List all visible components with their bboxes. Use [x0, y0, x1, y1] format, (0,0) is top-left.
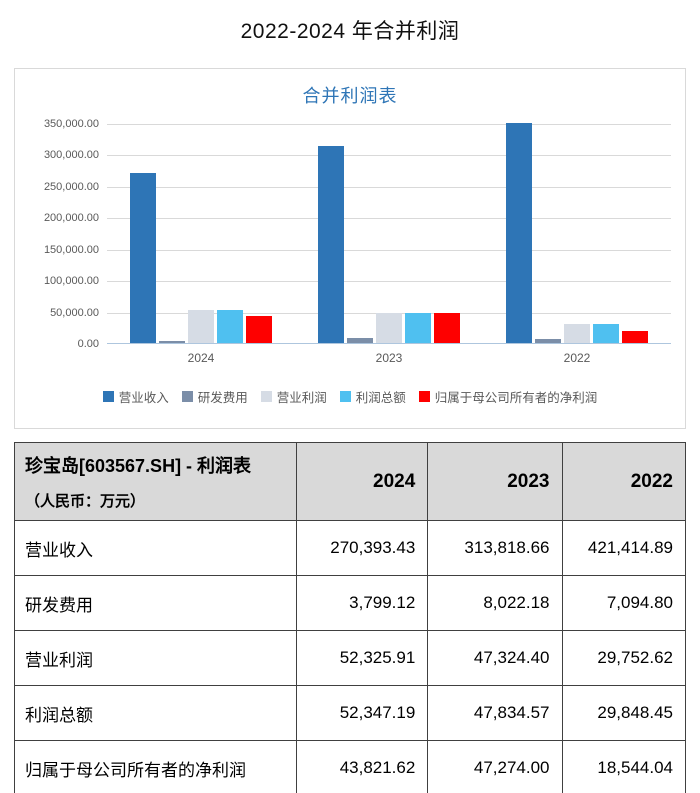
- row-value: 313,818.66: [427, 520, 563, 576]
- row-value: 7,094.80: [561, 575, 687, 631]
- row-value: 29,752.62: [561, 630, 687, 686]
- profit-table-body: 营业收入 270,393.43 313,818.66 421,414.89 研发费用 3,…: [14, 520, 687, 793]
- gridline: [107, 312, 671, 314]
- profit-table: 珍宝岛[603567.SH] - 利润表 （人民币：万元） 2024 2023 …: [14, 442, 687, 793]
- row-value: 270,393.43: [295, 520, 429, 576]
- legend-swatch-icon: [260, 391, 272, 402]
- table-header-row: 珍宝岛[603567.SH] - 利润表 （人民币：万元） 2024 2023 …: [14, 442, 687, 521]
- x-axis-tick-label: 2024: [187, 351, 215, 365]
- legend-label: 研发费用: [197, 391, 248, 405]
- table-row: 营业收入 270,393.43 313,818.66 421,414.89: [14, 520, 687, 576]
- legend-item: 利润总额: [339, 387, 406, 406]
- gridline: [107, 249, 671, 251]
- row-value: 47,274.00: [427, 740, 563, 793]
- legend-label: 营业收入: [118, 391, 169, 405]
- chart-bar: [347, 338, 373, 343]
- chart-bar: [564, 324, 590, 343]
- legend-item: 营业收入: [102, 387, 169, 406]
- y-axis-tick-label: 0.00: [77, 338, 99, 350]
- year-column-header: 2022: [561, 442, 687, 521]
- chart-card: 合并利润表 350,000.00 300,000.00 250,000.00 200,…: [14, 68, 686, 429]
- legend-swatch-icon: [418, 391, 430, 402]
- chart-legend: 营业收入 研发费用 营业利润 利润总额 归属于母公司所有者的净利润: [15, 387, 685, 406]
- bar-group-2024: [107, 124, 295, 343]
- legend-swatch-icon: [181, 391, 193, 402]
- row-value: 421,414.89: [561, 520, 687, 576]
- y-axis-labels: 350,000.00 300,000.00 250,000.00 200,000.00…: [15, 118, 107, 350]
- y-axis-tick-label: 50,000.00: [50, 306, 99, 319]
- y-axis-tick-label: 250,000.00: [43, 180, 99, 193]
- chart-bar: [434, 313, 460, 343]
- legend-item: 营业利润: [260, 387, 327, 406]
- chart-bar: [376, 313, 402, 343]
- gridline: [107, 186, 671, 188]
- chart-bar: [246, 315, 272, 343]
- y-axis-tick-label: 350,000.00: [43, 118, 99, 130]
- gridline: [107, 124, 671, 125]
- row-label: 归属于母公司所有者的净利润: [14, 740, 297, 793]
- table-unit-label: （人民币：万元）: [25, 493, 146, 510]
- bar-group-2023: [295, 124, 483, 343]
- row-value: 52,325.91: [295, 630, 429, 686]
- row-label: 营业利润: [14, 630, 297, 686]
- row-value: 8,022.18: [427, 575, 563, 631]
- legend-item: 研发费用: [181, 387, 248, 406]
- row-value: 47,324.40: [427, 630, 563, 686]
- gridline: [107, 281, 671, 283]
- x-axis-tick-label: 2022: [563, 351, 591, 365]
- chart-bar: [506, 123, 532, 343]
- row-value: 47,834.57: [427, 685, 563, 741]
- y-axis-tick-label: 100,000.00: [43, 275, 99, 288]
- legend-item: 归属于母公司所有者的净利润: [418, 387, 598, 406]
- legend-swatch-icon: [102, 391, 114, 402]
- x-axis-tick-label: 2023: [375, 351, 403, 365]
- row-value: 43,821.62: [295, 740, 429, 793]
- row-label: 利润总额: [14, 685, 297, 741]
- row-value: 29,848.45: [561, 685, 687, 741]
- year-column-header: 2024: [295, 442, 429, 521]
- y-axis-tick-label: 200,000.00: [43, 212, 99, 225]
- gridline: [107, 155, 671, 157]
- row-value: 52,347.19: [295, 685, 429, 741]
- chart-bar: [217, 310, 243, 343]
- legend-label: 利润总额: [355, 391, 406, 405]
- table-title-cell: 珍宝岛[603567.SH] - 利润表 （人民币：万元）: [14, 442, 297, 521]
- table-row: 营业利润 52,325.91 47,324.40 29,752.62: [14, 630, 687, 686]
- row-value: 18,544.04: [561, 740, 687, 793]
- row-label: 营业收入: [14, 520, 297, 576]
- x-axis-labels: 2024 2023 2022: [107, 351, 671, 365]
- plot-area: [107, 123, 671, 344]
- plot-wrap: 2024 2023 2022: [107, 123, 671, 365]
- chart-bar: [188, 310, 214, 343]
- chart-bar: [130, 173, 156, 343]
- bar-groups: [107, 123, 671, 343]
- row-value: 3,799.12: [295, 575, 429, 631]
- chart-bar: [405, 312, 431, 343]
- page-title: 2022-2024 年合并利润: [240, 20, 460, 43]
- bar-group-2022: [483, 123, 671, 343]
- table-title: 珍宝岛[603567.SH] - 利润表: [25, 456, 252, 476]
- table-row: 研发费用 3,799.12 8,022.18 7,094.80: [14, 575, 687, 631]
- chart-bar: [318, 145, 344, 343]
- chart-bar: [159, 340, 185, 343]
- legend-swatch-icon: [339, 391, 351, 402]
- legend-label: 归属于母公司所有者的净利润: [434, 391, 598, 405]
- y-axis-tick-label: 300,000.00: [43, 149, 99, 162]
- table-row: 利润总额 52,347.19 47,834.57 29,848.45: [14, 685, 687, 741]
- chart-bar: [535, 338, 561, 343]
- chart-bar: [622, 331, 648, 343]
- gridline: [107, 218, 671, 220]
- chart-body: 350,000.00 300,000.00 250,000.00 200,000.00…: [15, 118, 685, 365]
- chart-title: 合并利润表: [302, 86, 398, 106]
- year-column-header: 2023: [427, 442, 563, 521]
- table-row: 归属于母公司所有者的净利润 43,821.62 47,274.00 18,544.04: [14, 740, 687, 793]
- row-label: 研发费用: [14, 575, 297, 631]
- legend-label: 营业利润: [276, 391, 327, 405]
- chart-bar: [593, 324, 619, 343]
- y-axis-tick-label: 150,000.00: [43, 243, 99, 256]
- profit-table-header: 珍宝岛[603567.SH] - 利润表 （人民币：万元） 2024 2023 …: [14, 442, 687, 521]
